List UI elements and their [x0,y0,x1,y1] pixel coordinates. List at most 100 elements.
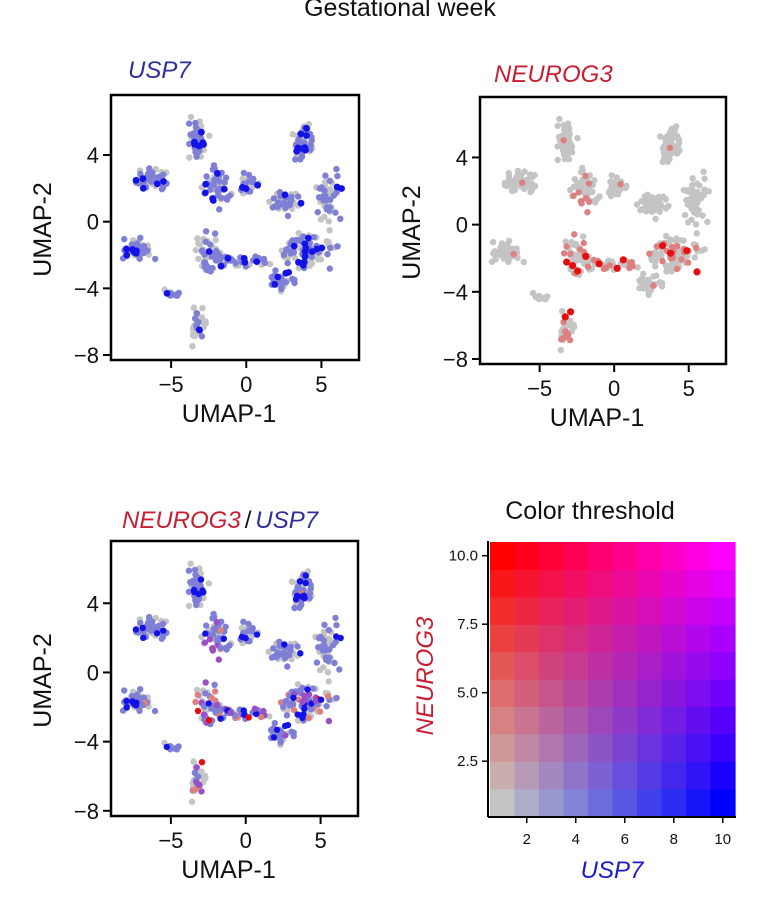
threshold-cell [588,651,614,680]
x-tick-label: −5 [527,376,552,401]
umap-point [191,139,198,147]
umap-point [218,194,225,201]
color-threshold-title: Color threshold [505,497,675,525]
umap-point [291,604,298,612]
umap-point [696,182,703,189]
threshold-cell [514,569,540,598]
umap-point [293,236,300,244]
umap-point [661,150,668,157]
umap-point [288,193,295,201]
threshold-cell [661,596,687,625]
threshold-cell [588,542,614,570]
umap-point [207,186,214,193]
umap-point [690,189,698,197]
umap-point [296,578,304,585]
threshold-cell [563,624,589,653]
threshold-cell [686,733,712,762]
umap-point [337,215,344,222]
umap-point [662,205,669,212]
umap-point [132,626,140,633]
threshold-cell [637,596,663,625]
umap-point [300,233,307,240]
umap-point [695,207,702,214]
umap-point [622,184,629,191]
umap-point [289,131,296,138]
panel-combined-title-neurog3: NEUROG3 [122,507,241,534]
umap-point [661,134,669,142]
umap-point [283,712,291,719]
umap-point [594,195,602,202]
umap-point [301,595,308,602]
umap-point [626,259,634,266]
umap-point [186,154,193,161]
umap-point [163,743,170,751]
threshold-cell [563,706,589,735]
threshold-cell [710,542,736,570]
umap-point [302,579,309,587]
umap-point [201,639,209,646]
umap-point [567,308,575,316]
umap-point [210,181,217,189]
x-axis-label: USP7 [581,857,645,884]
threshold-cell [661,542,687,570]
umap-point [290,706,298,714]
umap-point [613,264,621,272]
umap-point [193,153,200,160]
threshold-cell [514,542,540,570]
umap-point [567,250,574,258]
threshold-cell [686,569,712,598]
y-tick-label: −8 [74,799,99,824]
threshold-cell [686,624,712,653]
umap-point [121,687,128,694]
umap-point [278,285,285,293]
umap-point [610,188,618,195]
threshold-cell [588,788,614,817]
umap-point [645,291,652,298]
umap-point [324,251,331,258]
threshold-cell [563,761,589,790]
threshold-cell [490,788,516,817]
threshold-cell [588,706,614,735]
umap-point [151,707,159,715]
umap-point [571,176,578,183]
umap-point [650,282,657,289]
umap-point [284,259,291,267]
umap-point [270,195,278,202]
threshold-cell [514,706,540,735]
umap-point [641,193,648,200]
threshold-cell [563,788,589,817]
umap-point [209,166,217,173]
umap-point [575,189,582,196]
threshold-cell [710,624,736,653]
umap-point [226,192,234,199]
umap-point [217,644,225,651]
umap-point [502,244,509,251]
umap-point [292,596,300,603]
umap-point [139,175,147,183]
umap-point [319,643,326,650]
panel-combined-title-usp7: USP7 [255,507,319,534]
umap-point [691,254,698,261]
y-tick-label: −4 [74,730,99,755]
umap-point [308,253,315,261]
threshold-cell [637,651,663,680]
threshold-cell [612,733,638,762]
umap-point [574,135,581,142]
umap-point [190,587,198,594]
threshold-cell [612,788,638,817]
umap-point [659,242,667,250]
umap-point [316,185,323,192]
umap-point [585,198,593,205]
threshold-cell [612,679,638,707]
umap-point [299,714,306,721]
x-axis-label: UMAP-1 [550,404,644,432]
umap-point [505,169,512,177]
umap-point [325,717,333,725]
umap-point [675,250,682,257]
panel-neurog3-frame [478,95,728,366]
threshold-cell [563,542,589,570]
umap-point [305,691,313,698]
umap-point [577,168,585,176]
umap-point [650,207,657,214]
umap-point [668,268,675,275]
